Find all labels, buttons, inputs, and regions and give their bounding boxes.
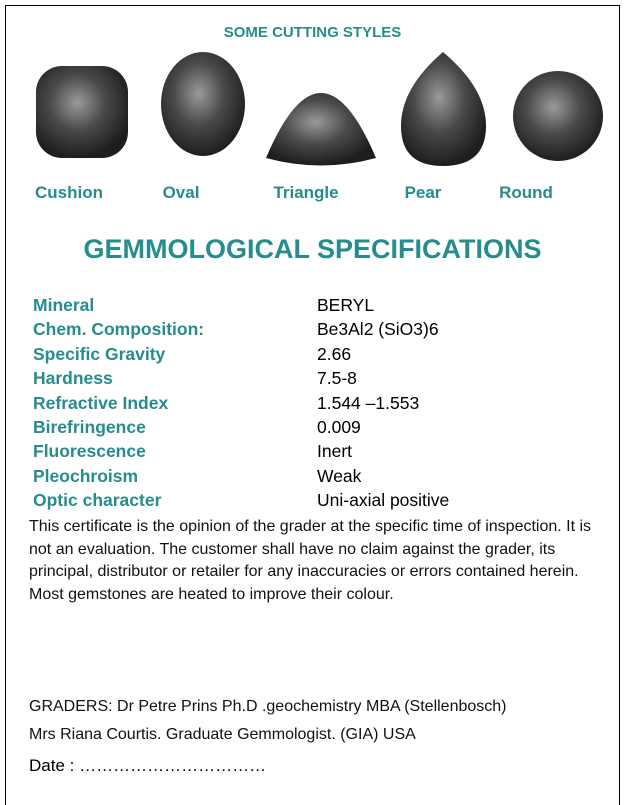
date-line: Date : …………………………… [29,756,266,776]
spec-value: Be3Al2 (SiO3)6 [317,319,439,340]
cut-label: Oval [121,183,241,203]
spec-label: Mineral [33,295,94,316]
spec-value: Inert [317,441,352,462]
cut-label: Round [466,183,586,203]
section-title: SOME CUTTING STYLES [6,24,619,41]
cut-label: Pear [363,183,483,203]
spec-label: Fluorescence [33,441,146,462]
cut-label: Triangle [246,183,366,203]
spec-value: 0.009 [317,417,361,438]
disclaimer: This certificate is the opinion of the g… [29,516,614,606]
spec-title: GEMMOLOGICAL SPECIFICATIONS [6,234,619,265]
spec-label: Birefringence [33,417,146,438]
spec-value: Uni-axial positive [317,490,449,511]
spec-value: 2.66 [317,344,351,365]
triangle-gem [266,93,376,166]
cut-label: Cushion [9,183,129,203]
pear-gem [401,52,486,166]
grader-line: Mrs Riana Courtis. Graduate Gemmologist.… [29,726,416,744]
spec-value: 1.544 –1.553 [317,393,419,414]
oval-gem [161,52,245,156]
page-body: {"header": {"title": "SOME CUTTING STYLE… [0,0,627,796]
gem-images [21,48,611,173]
spec-label: Refractive Index [33,393,168,414]
spec-label: Optic character [33,490,161,511]
spec-value: BERYL [317,295,374,316]
spec-label: Pleochroism [33,466,138,487]
cushion-gem [36,66,128,158]
round-gem [513,71,603,161]
grader-line: GRADERS: Dr Petre Prins Ph.D .geochemist… [29,698,507,716]
spec-label: Chem. Composition: [33,319,204,340]
spec-label: Specific Gravity [33,344,165,365]
spec-label: Hardness [33,368,113,389]
spec-value: 7.5-8 [317,368,357,389]
spec-value: Weak [317,466,361,487]
